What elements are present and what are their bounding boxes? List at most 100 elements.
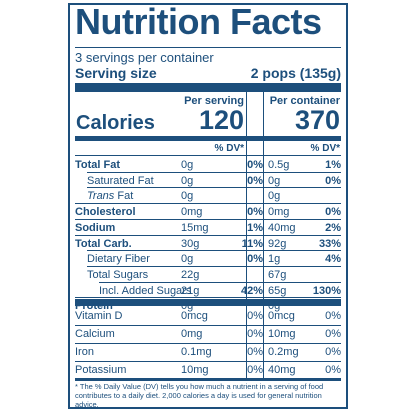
- amount-per-serving: 0mg: [181, 328, 203, 340]
- dv-per-container: 0%: [325, 346, 341, 358]
- nutrient-row-saturated-fat: Saturated Fat 0g 0% 0g 0%: [75, 171, 341, 191]
- amount-per-container: 0.2mg: [268, 346, 299, 358]
- dv-per-container: 1%: [325, 159, 341, 171]
- amount-per-serving: 0mg: [181, 206, 203, 219]
- row-divider: [87, 250, 341, 252]
- dv-header-container: % DV*: [310, 143, 340, 154]
- column-divider-serving-vitamins: [246, 306, 247, 379]
- nutrition-label: Nutrition Facts 3 servings per container…: [68, 1, 348, 409]
- row-divider: [87, 171, 341, 173]
- row-divider: [75, 218, 341, 220]
- amount-per-container: 0mg: [268, 206, 290, 219]
- amount-per-container: 1g: [268, 253, 281, 266]
- label-title: Nutrition Facts: [75, 1, 322, 42]
- nutrient-name: Dietary Fiber: [87, 253, 150, 266]
- nutrient-row-potassium: Potassium 10mg 0% 40mg 0%: [75, 361, 341, 380]
- amount-per-serving: 21g: [181, 284, 200, 297]
- thick-divider-vitamins: [75, 299, 341, 306]
- servings-per-container: 3 servings per container: [75, 50, 214, 65]
- nutrient-row-sodium: Sodium 15mg 1% 40mg 2%: [75, 218, 341, 238]
- dv-per-serving: 42%: [240, 284, 263, 297]
- amount-per-container: 67g: [268, 268, 287, 281]
- amount-per-container: 0mcg: [268, 310, 295, 322]
- calories-label: Calories: [76, 112, 155, 134]
- nutrient-row-trans-fat: Trans Fat 0g 0g: [75, 187, 341, 206]
- row-divider: [87, 265, 341, 267]
- row-divider: [87, 187, 341, 189]
- nutrient-row-total-sugars: Total Sugars 22g 67g: [75, 265, 341, 285]
- amount-per-container: 40mg: [268, 364, 296, 376]
- row-divider: [75, 297, 341, 299]
- dv-per-serving: 0%: [247, 346, 263, 358]
- dv-per-container: 0%: [325, 364, 341, 376]
- row-divider: [75, 234, 341, 236]
- amount-per-serving: 0mcg: [181, 310, 208, 322]
- row-divider: [75, 361, 341, 362]
- nutrient-name-rest: Fat: [114, 190, 134, 203]
- dv-per-container: 130%: [312, 284, 341, 297]
- row-divider: [75, 343, 341, 344]
- dv-per-container: 0%: [325, 206, 341, 219]
- column-divider-container-vitamins: [263, 306, 264, 379]
- row-divider: [75, 203, 341, 205]
- dv-per-serving: 0%: [247, 310, 263, 322]
- nutrient-name: Total Sugars: [87, 268, 149, 281]
- amount-per-serving: 0g: [181, 190, 194, 203]
- row-divider: [99, 281, 341, 283]
- nutrient-name: Incl. Added Sugars: [99, 284, 192, 297]
- nutrient-name: Sodium: [75, 221, 116, 234]
- footnote: * The % Daily Value (DV) tells you how m…: [75, 382, 324, 409]
- dv-per-container: 0%: [325, 174, 341, 187]
- dv-per-container: 2%: [325, 221, 341, 234]
- dv-header-serving: % DV*: [214, 143, 244, 154]
- nutrient-row-incl-added-sugars: Incl. Added Sugars 21g 42% 65g 130%: [75, 281, 341, 301]
- dv-per-serving: 0%: [247, 174, 263, 187]
- dv-per-container: 0%: [325, 310, 341, 322]
- nutrient-row-total-fat: Total Fat 0g 0% 0.5g 1%: [75, 156, 341, 175]
- calories-per-serving: 120: [198, 105, 244, 135]
- dv-per-serving: 11%: [241, 237, 263, 250]
- amount-per-serving: 0g: [181, 174, 194, 187]
- dv-per-container: 33%: [318, 237, 341, 250]
- dv-per-container: 0%: [325, 328, 341, 340]
- nutrient-name-italic: Trans: [87, 190, 115, 203]
- per-container-label: Per container: [269, 95, 340, 107]
- nutrient-row-vitamin-d: Vitamin D 0mcg 0% 0mcg 0%: [75, 307, 341, 326]
- amount-per-container: 92g: [268, 237, 287, 250]
- nutrient-row-cholesterol: Cholesterol 0mg 0% 0mg 0%: [75, 203, 341, 222]
- nutrient-name: Total Fat: [75, 159, 121, 171]
- nutrient-name: Saturated Fat: [87, 174, 154, 187]
- amount-per-serving: 0g: [181, 159, 194, 171]
- amount-per-serving: 10mg: [181, 364, 209, 376]
- nutrient-name: Potassium: [75, 364, 127, 376]
- thick-divider-calories: [75, 136, 341, 141]
- column-divider-container: [263, 92, 264, 299]
- nutrient-name: Total Carb.: [75, 237, 132, 250]
- thick-divider-top: [75, 83, 341, 92]
- nutrient-row-calcium: Calcium 0mg 0% 10mg 0%: [75, 325, 341, 344]
- thick-divider-footnote: [75, 378, 341, 381]
- per-serving-label: Per serving: [184, 95, 244, 107]
- dv-per-container: 4%: [325, 253, 341, 266]
- dv-per-serving: 0%: [247, 253, 263, 266]
- nutrient-name: Cholesterol: [75, 206, 136, 219]
- amount-per-container: 0g: [268, 190, 281, 203]
- dv-per-serving: 0%: [247, 206, 263, 219]
- amount-per-container: 0.5g: [268, 159, 290, 171]
- nutrient-name: Trans Fat: [87, 190, 133, 202]
- amount-per-serving: 0.1mg: [181, 346, 212, 358]
- amount-per-serving: 30g: [181, 237, 200, 250]
- nutrient-name: Iron: [75, 346, 94, 358]
- serving-size-value: 2 pops (135g): [250, 65, 341, 81]
- amount-per-container: 40mg: [268, 221, 296, 234]
- nutrient-name: Calcium: [75, 328, 115, 340]
- nutrient-row-total-carb: Total Carb. 30g 11% 92g 33%: [75, 234, 341, 254]
- row-divider: [75, 325, 341, 326]
- nutrient-row-dietary-fiber: Dietary Fiber 0g 0% 1g 4%: [75, 250, 341, 269]
- amount-per-container: 10mg: [268, 328, 296, 340]
- calories-per-container: 370: [294, 105, 340, 135]
- dv-per-serving: 1%: [247, 221, 263, 234]
- amount-per-serving: 0g: [181, 253, 194, 266]
- amount-per-container: 65g: [268, 284, 287, 297]
- title-divider: [75, 47, 341, 48]
